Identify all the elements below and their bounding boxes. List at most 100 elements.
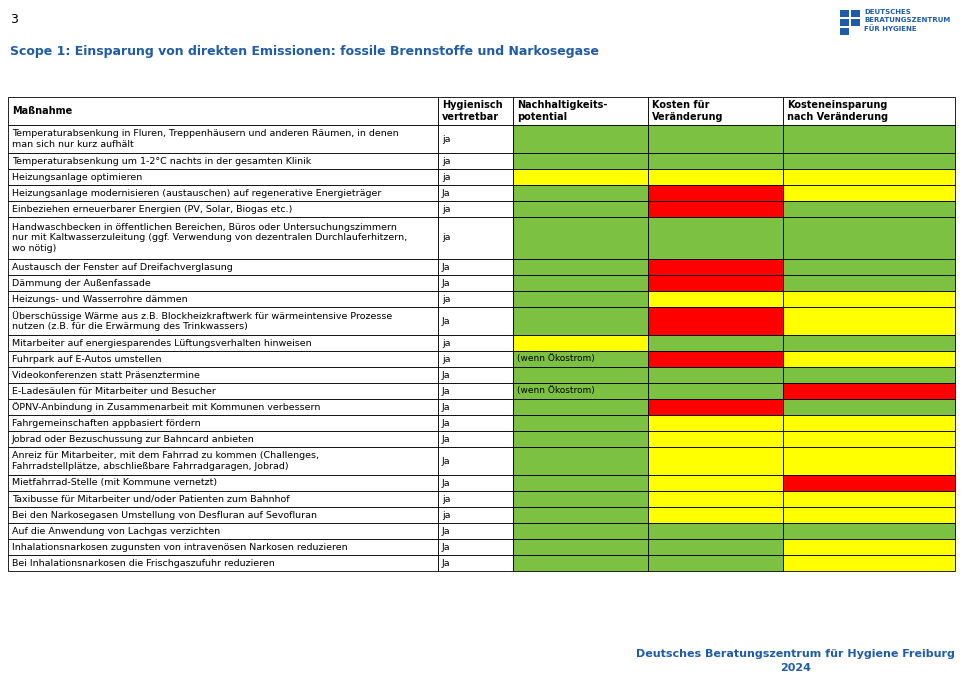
Bar bbox=[438, 259, 513, 275]
Bar bbox=[648, 475, 783, 491]
Bar bbox=[648, 217, 783, 259]
Bar bbox=[8, 555, 438, 571]
Text: DEUTSCHES
BERATUNGSZENTRUM
FÜR HYGIENE: DEUTSCHES BERATUNGSZENTRUM FÜR HYGIENE bbox=[864, 9, 950, 32]
Text: Temperaturabsenkung in Fluren, Treppenhäusern und anderen Räumen, in denen
man s: Temperaturabsenkung in Fluren, Treppenhä… bbox=[12, 129, 399, 149]
Bar bbox=[438, 431, 513, 447]
Bar bbox=[513, 185, 648, 201]
Bar bbox=[648, 307, 783, 335]
Bar bbox=[438, 291, 513, 307]
Bar bbox=[783, 367, 955, 383]
Bar bbox=[438, 125, 513, 153]
Bar bbox=[8, 507, 438, 523]
Bar bbox=[851, 19, 860, 26]
Text: Kosten für
Veränderung: Kosten für Veränderung bbox=[652, 100, 723, 122]
Text: Kosteneinsparung
nach Veränderung: Kosteneinsparung nach Veränderung bbox=[787, 100, 888, 122]
Text: Ja: Ja bbox=[442, 434, 451, 443]
Text: ja: ja bbox=[442, 354, 451, 363]
Text: Ja: Ja bbox=[442, 457, 451, 466]
Bar bbox=[648, 539, 783, 555]
Text: ja: ja bbox=[442, 295, 451, 304]
Bar bbox=[783, 383, 955, 399]
Bar bbox=[8, 367, 438, 383]
Text: Bei Inhalationsnarkosen die Frischgaszufuhr reduzieren: Bei Inhalationsnarkosen die Frischgaszuf… bbox=[12, 559, 274, 568]
Bar bbox=[648, 275, 783, 291]
Text: ja: ja bbox=[442, 172, 451, 181]
Bar bbox=[513, 97, 648, 125]
Text: Handwaschbecken in öffentlichen Bereichen, Büros oder Untersuchungszimmern
nur m: Handwaschbecken in öffentlichen Bereiche… bbox=[12, 223, 407, 253]
Bar bbox=[783, 275, 955, 291]
Bar bbox=[8, 259, 438, 275]
Bar bbox=[438, 539, 513, 555]
Bar bbox=[783, 447, 955, 475]
Bar bbox=[783, 153, 955, 169]
Bar bbox=[8, 291, 438, 307]
Bar bbox=[438, 335, 513, 351]
Bar bbox=[840, 19, 849, 26]
Text: Ja: Ja bbox=[442, 559, 451, 568]
Text: Hygienisch
vertretbar: Hygienisch vertretbar bbox=[442, 100, 503, 122]
Bar bbox=[840, 28, 849, 35]
Bar bbox=[648, 447, 783, 475]
Bar bbox=[8, 185, 438, 201]
Bar bbox=[513, 153, 648, 169]
Text: ja: ja bbox=[442, 156, 451, 165]
Bar bbox=[513, 351, 648, 367]
Bar bbox=[648, 169, 783, 185]
Text: Heizungs- und Wasserrohre dämmen: Heizungs- und Wasserrohre dämmen bbox=[12, 295, 188, 304]
Text: Auf die Anwendung von Lachgas verzichten: Auf die Anwendung von Lachgas verzichten bbox=[12, 527, 221, 536]
Text: Ja: Ja bbox=[442, 386, 451, 395]
Bar bbox=[513, 555, 648, 571]
Bar bbox=[783, 555, 955, 571]
Bar bbox=[648, 125, 783, 153]
Bar bbox=[513, 399, 648, 415]
Text: Dämmung der Außenfassade: Dämmung der Außenfassade bbox=[12, 279, 151, 288]
Text: Ja: Ja bbox=[442, 188, 451, 197]
Text: Ja: Ja bbox=[442, 543, 451, 552]
Bar bbox=[783, 335, 955, 351]
Bar bbox=[648, 351, 783, 367]
Bar bbox=[513, 491, 648, 507]
Text: ja: ja bbox=[442, 135, 451, 143]
Bar bbox=[513, 201, 648, 217]
Bar bbox=[8, 169, 438, 185]
Bar bbox=[438, 185, 513, 201]
Text: ja: ja bbox=[442, 511, 451, 519]
Bar bbox=[438, 447, 513, 475]
Bar bbox=[648, 97, 783, 125]
Text: ja: ja bbox=[442, 204, 451, 213]
Bar bbox=[8, 275, 438, 291]
Bar bbox=[8, 153, 438, 169]
Bar bbox=[648, 201, 783, 217]
Bar bbox=[513, 125, 648, 153]
Text: Fuhrpark auf E-Autos umstellen: Fuhrpark auf E-Autos umstellen bbox=[12, 354, 162, 363]
Text: Taxibusse für Mitarbeiter und/oder Patienten zum Bahnhof: Taxibusse für Mitarbeiter und/oder Patie… bbox=[12, 495, 290, 503]
Bar bbox=[438, 475, 513, 491]
Bar bbox=[8, 383, 438, 399]
Text: Bei den Narkosegasen Umstellung von Desfluran auf Sevofluran: Bei den Narkosegasen Umstellung von Desf… bbox=[12, 511, 317, 519]
Bar bbox=[8, 351, 438, 367]
Bar bbox=[513, 335, 648, 351]
Bar bbox=[438, 351, 513, 367]
Bar bbox=[840, 10, 849, 17]
Text: Scope 1: Einsparung von direkten Emissionen: fossile Brennstoffe und Narkosegase: Scope 1: Einsparung von direkten Emissio… bbox=[10, 45, 599, 58]
Bar bbox=[513, 367, 648, 383]
Bar bbox=[513, 307, 648, 335]
Bar bbox=[648, 185, 783, 201]
Text: Überschüssige Wärme aus z.B. Blockheizkraftwerk für wärmeintensive Prozesse
nutz: Überschüssige Wärme aus z.B. Blockheizkr… bbox=[12, 311, 392, 332]
Bar bbox=[8, 491, 438, 507]
Bar bbox=[783, 351, 955, 367]
Bar bbox=[438, 491, 513, 507]
Text: Ja: Ja bbox=[442, 418, 451, 427]
Bar bbox=[783, 399, 955, 415]
Text: Deutsches Beratungszentrum für Hygiene Freiburg
2024: Deutsches Beratungszentrum für Hygiene F… bbox=[637, 649, 955, 673]
Bar bbox=[783, 201, 955, 217]
Bar bbox=[783, 307, 955, 335]
Text: Ja: Ja bbox=[442, 402, 451, 411]
Text: Mietfahrrad-Stelle (mit Kommune vernetzt): Mietfahrrad-Stelle (mit Kommune vernetzt… bbox=[12, 478, 217, 487]
Bar bbox=[8, 539, 438, 555]
Text: ja: ja bbox=[442, 338, 451, 348]
Text: Ja: Ja bbox=[442, 263, 451, 272]
Bar bbox=[513, 169, 648, 185]
Bar bbox=[438, 367, 513, 383]
Bar bbox=[783, 291, 955, 307]
